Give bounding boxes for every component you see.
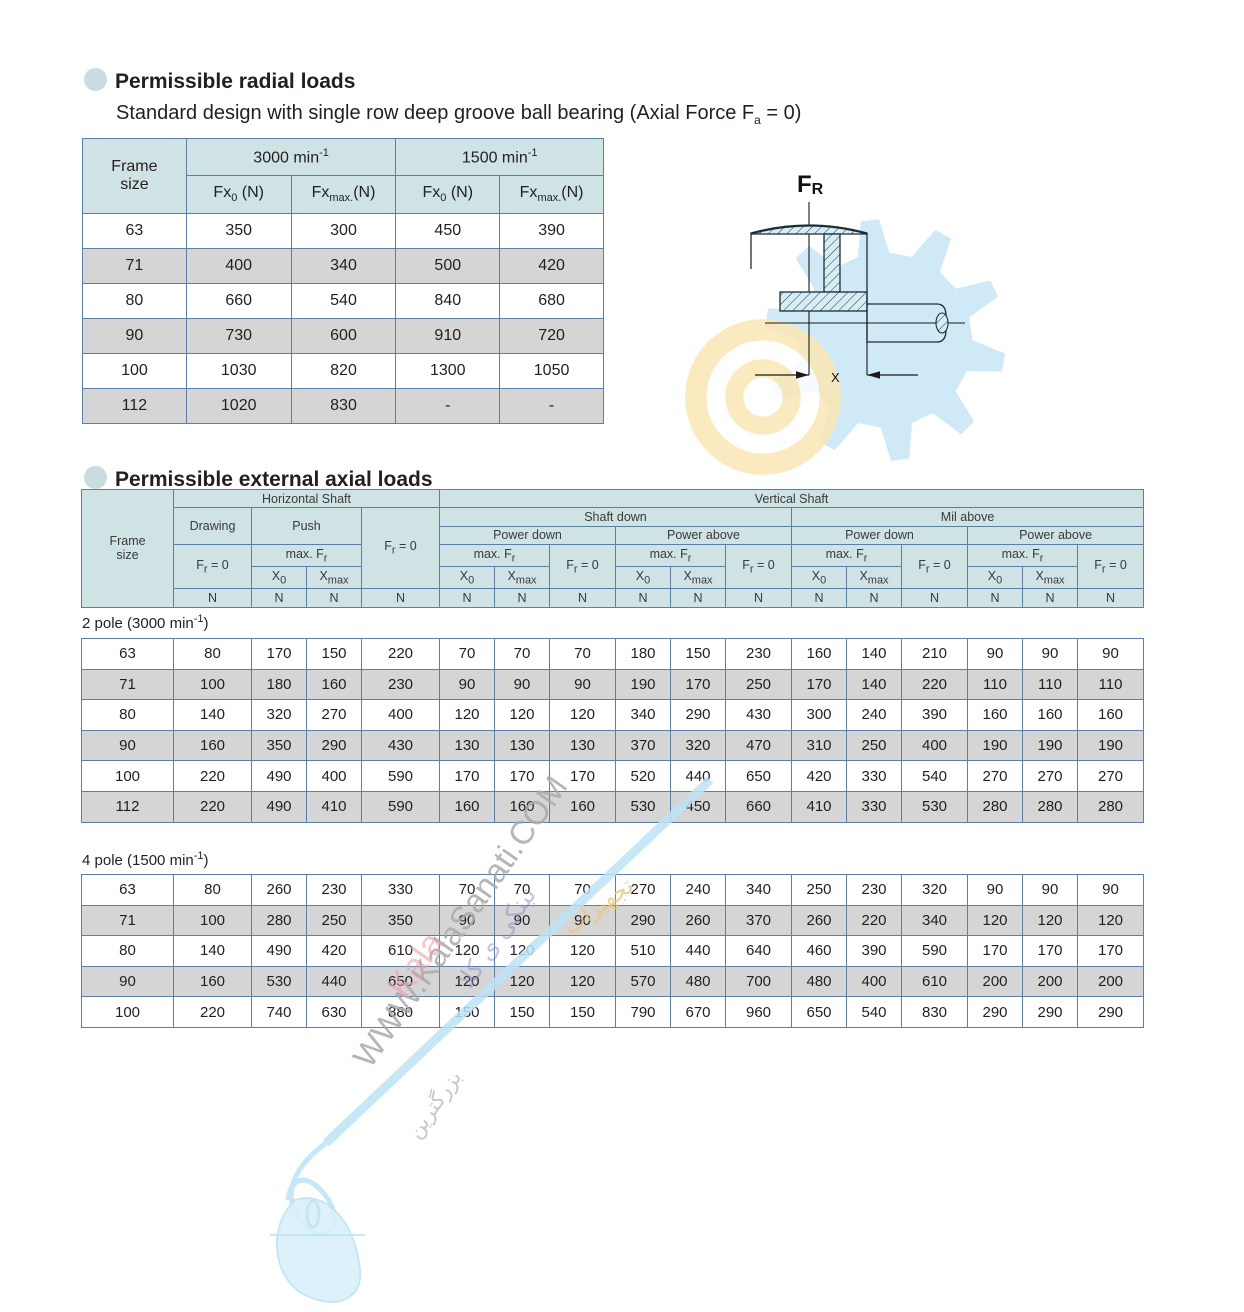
svg-text:بزرگترین: بزرگترین bbox=[402, 1066, 467, 1144]
svg-text:FR: FR bbox=[797, 171, 824, 198]
svg-text:X: X bbox=[831, 370, 840, 385]
